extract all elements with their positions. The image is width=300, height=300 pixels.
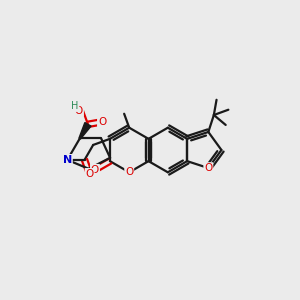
Text: O: O [85, 169, 94, 179]
Text: O: O [91, 165, 99, 175]
Text: O: O [98, 117, 106, 127]
Text: H: H [71, 101, 79, 111]
Text: N: N [63, 155, 72, 165]
Text: O: O [75, 106, 83, 116]
Polygon shape [79, 122, 91, 139]
Text: O: O [125, 167, 133, 177]
Text: O: O [204, 163, 212, 173]
